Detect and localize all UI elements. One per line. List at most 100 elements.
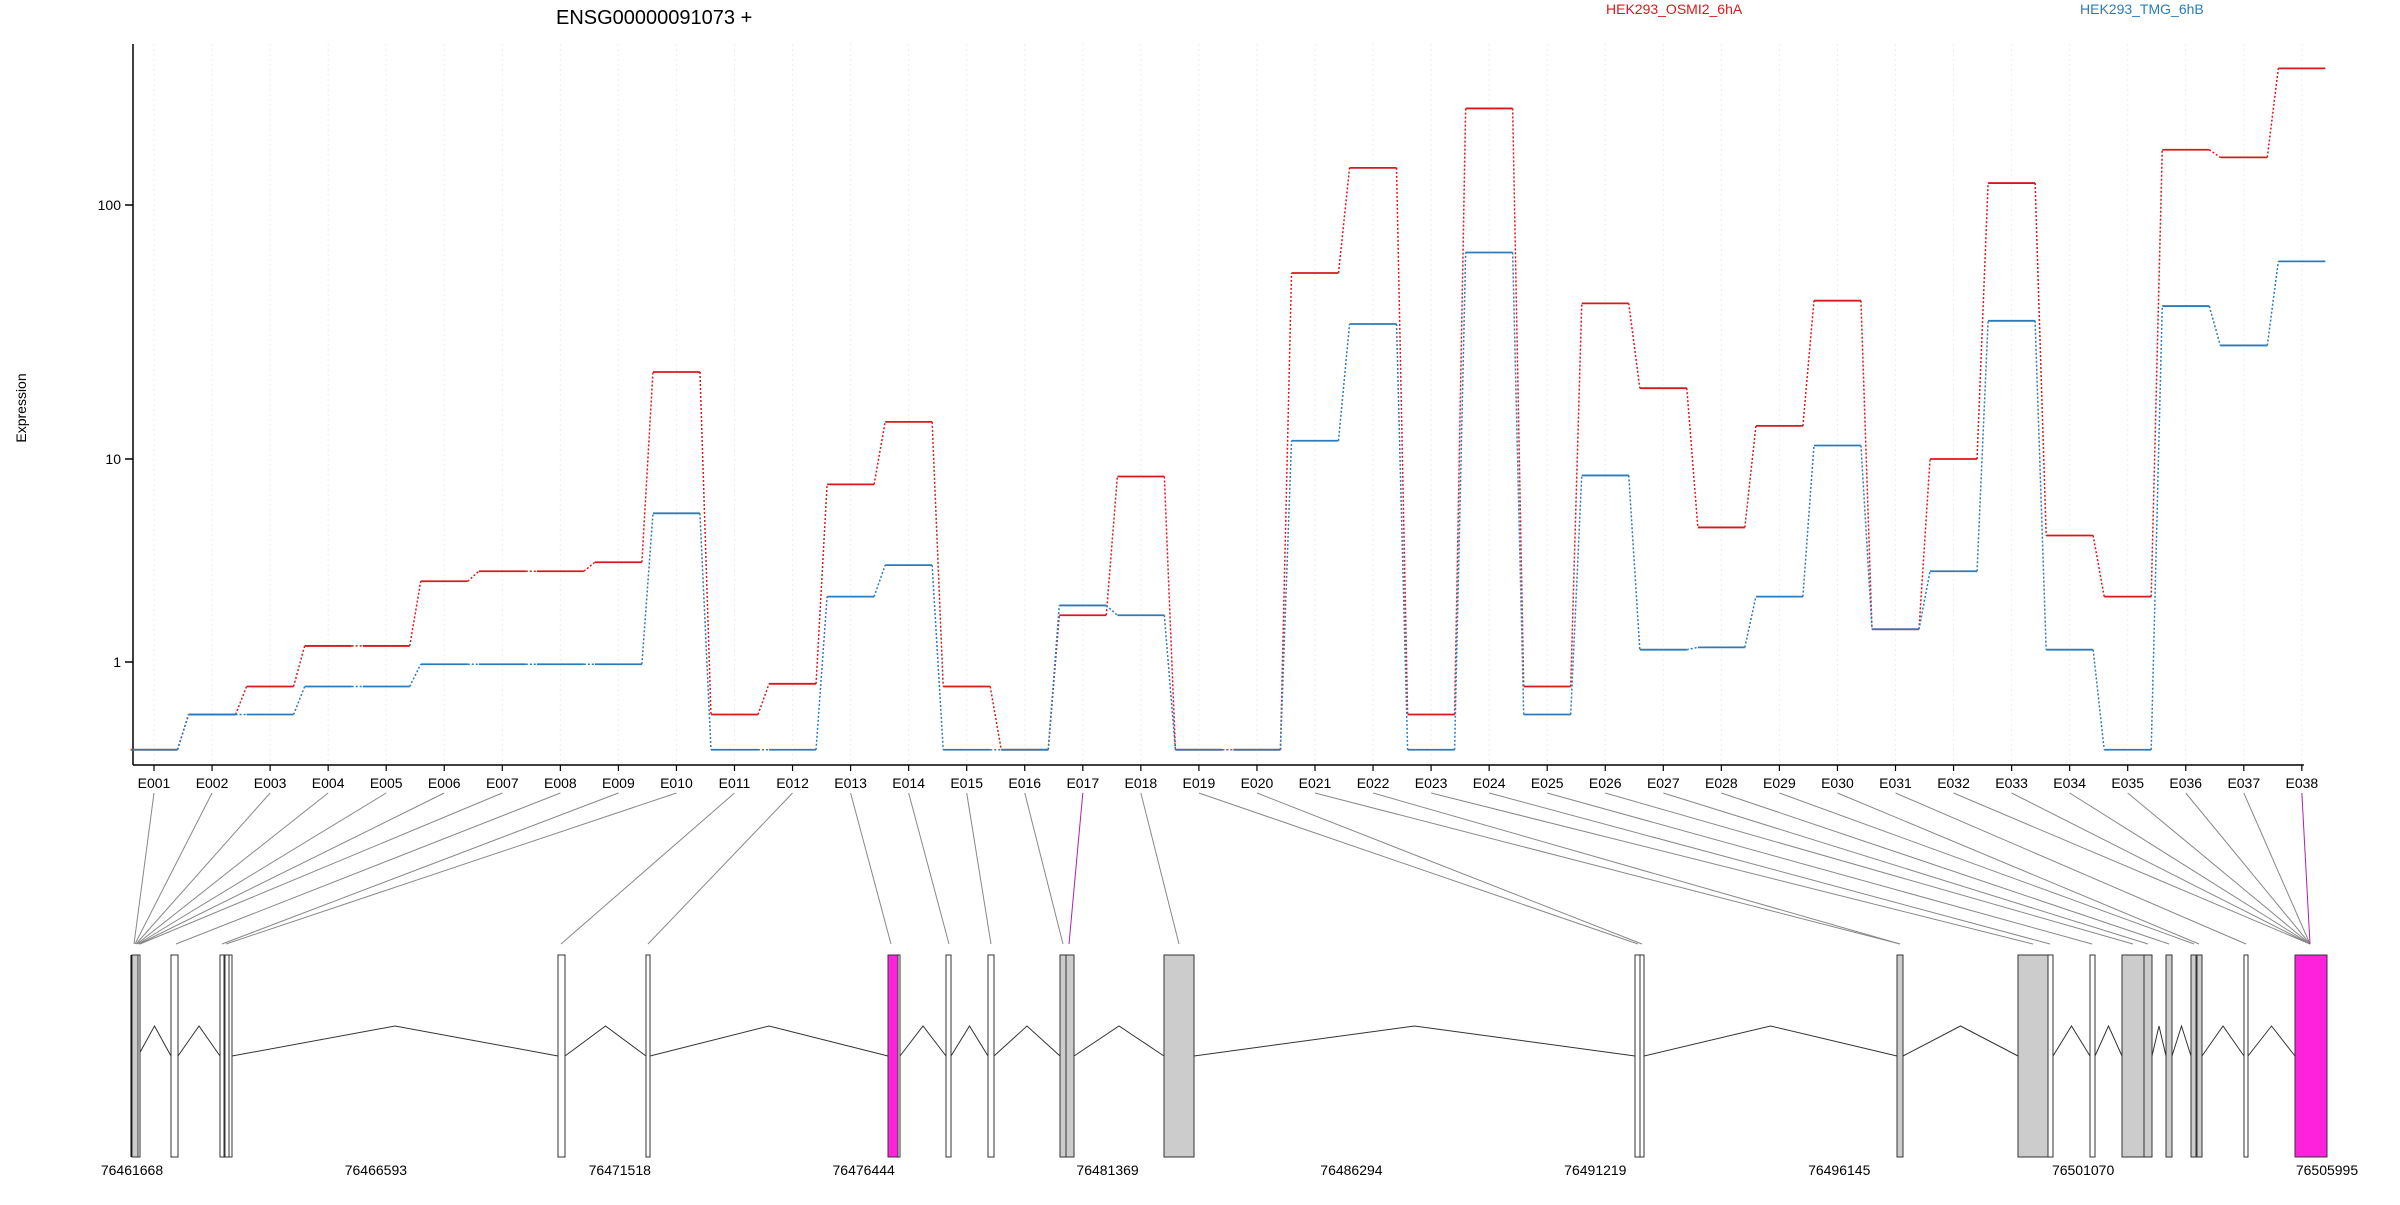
x-tick-label: E012 (776, 775, 809, 791)
genomic-coordinate-ticks: 76461668 76466593 76471518 76476444 76481369… (101, 1162, 2359, 1178)
exon-box (557, 954, 566, 1158)
x-tick-label: E008 (544, 775, 577, 791)
exon-box (1163, 954, 1195, 1158)
exon-box (224, 954, 230, 1158)
series-connector (1453, 252, 1467, 750)
x-tick-label: E024 (1473, 775, 1506, 791)
series-connector (1744, 596, 1757, 648)
series-connector (292, 645, 306, 687)
x-tick-label: E015 (950, 775, 983, 791)
series-connector (1802, 445, 1815, 597)
exon-box (1065, 954, 1075, 1158)
series-connector (176, 714, 190, 750)
exon-box (2121, 954, 2145, 1158)
series-connector (1918, 458, 1931, 630)
x-tick-label: E006 (428, 775, 461, 791)
series-connector (1453, 108, 1467, 715)
series-connector (583, 561, 596, 572)
x-tick-label: E028 (1705, 775, 1738, 791)
series-connector (2208, 149, 2221, 158)
y-tick-label: 10 (105, 451, 121, 467)
y-tick-label: 100 (98, 197, 122, 213)
series-connector (2266, 68, 2280, 158)
exon-box (2089, 954, 2096, 1158)
series-connector (1279, 440, 1293, 750)
intron-line (2247, 1025, 2296, 1057)
series-connector (408, 581, 422, 647)
series-connector (2034, 183, 2047, 536)
series-connector (931, 565, 944, 750)
exon-connector (2301, 792, 2311, 945)
genomic-tick-label: 76476444 (833, 1162, 896, 1178)
exon-box (170, 954, 179, 1158)
x-tick-label: E003 (254, 775, 287, 791)
exon-box (137, 954, 141, 1158)
intron-line (2094, 1024, 2123, 1057)
exon-box (897, 954, 901, 1158)
x-tick-label: E014 (892, 775, 925, 791)
exon-connector (1895, 792, 2247, 945)
exon-box (2294, 954, 2328, 1158)
series-connector (757, 683, 770, 715)
genomic-tick-label: 76491219 (1564, 1162, 1627, 1178)
genomic-tick-label: 76505995 (2296, 1162, 2359, 1178)
x-tick-label: E034 (2053, 775, 2086, 791)
series-connector (1569, 303, 1583, 687)
exon-box (131, 954, 139, 1158)
series-connector (2150, 306, 2163, 750)
exon-box (2143, 954, 2153, 1158)
series-connector (1976, 320, 1989, 572)
series-connector (1395, 323, 1409, 750)
intron-line (231, 1025, 559, 1057)
x-tick-label: E007 (486, 775, 519, 791)
intron-line (1073, 1025, 1165, 1057)
exon-connector (1068, 792, 1084, 945)
exon-box (987, 954, 995, 1158)
series-connector (1686, 646, 1699, 651)
x-tick-label: E020 (1241, 775, 1274, 791)
legend-series-b: HEK293_TMG_6hB (2080, 1, 2204, 17)
series-connector (2092, 535, 2105, 597)
exon-connector (1140, 792, 1180, 945)
x-tick-label: E001 (138, 775, 171, 791)
legend-series-a: HEK293_OSMI2_6hA (1606, 1, 1743, 17)
x-tick-label: E016 (1008, 775, 1041, 791)
exon-connector (221, 792, 619, 945)
exon-connector (2011, 792, 2311, 945)
intron-line (137, 1024, 172, 1057)
series-connector (2034, 320, 2047, 650)
exon-connector (1779, 792, 2195, 945)
x-tick-label: E004 (312, 775, 345, 791)
exon-connector (1430, 792, 2034, 945)
exon-box (2047, 954, 2054, 1158)
exon-box (2017, 954, 2049, 1158)
genomic-tick-label: 76501070 (2052, 1162, 2115, 1178)
exon-box (945, 954, 952, 1158)
series-connector (1105, 604, 1118, 616)
series-connector (641, 371, 654, 563)
series-connector (1744, 425, 1757, 528)
exon-connector (137, 792, 387, 945)
x-tick-label: E009 (602, 775, 635, 791)
intron-line (950, 1025, 989, 1057)
exon-connector (1256, 792, 1643, 945)
exon-box (2165, 954, 2173, 1158)
x-tick-label: E005 (370, 775, 403, 791)
exon-connector (1721, 792, 2170, 945)
x-tick-label: E013 (834, 775, 867, 791)
exon-connector (1198, 792, 1639, 945)
series-connector (1569, 475, 1583, 715)
vertical-gridlines (153, 44, 2303, 765)
exon-connector (966, 792, 992, 945)
exon-connector (225, 792, 677, 945)
series-connector (699, 372, 712, 715)
x-tick-label: E031 (1879, 775, 1912, 791)
exon-box (1896, 954, 1904, 1158)
series-connector (1976, 183, 1989, 460)
intron-line (2171, 1024, 2192, 1057)
x-tick-labels: E001 E002 E003 E004 E005 E006 E007 E008 E009 E010… (138, 765, 2318, 791)
exon-connector (175, 792, 561, 945)
series-connector (1395, 167, 1409, 715)
series-connector (2266, 261, 2280, 346)
